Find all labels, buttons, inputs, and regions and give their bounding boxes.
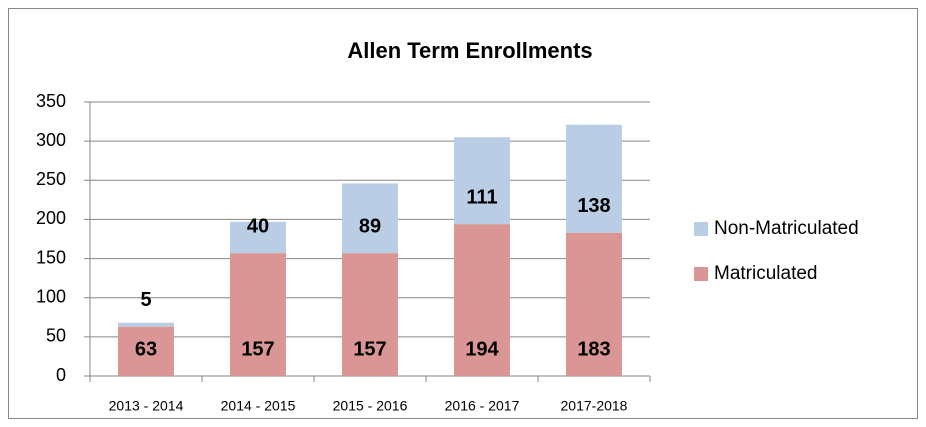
data-label: 40	[247, 215, 269, 237]
y-tick-label: 0	[56, 365, 66, 385]
bar-segment	[342, 253, 398, 376]
data-label: 89	[359, 215, 381, 237]
data-label: 111	[466, 186, 497, 208]
legend-swatch	[694, 222, 708, 236]
legend-label: Matriculated	[714, 263, 818, 284]
y-tick-label: 200	[36, 208, 66, 228]
bar-segment	[566, 124, 622, 233]
x-tick-label: 2015 - 2016	[333, 398, 408, 414]
bar-segment	[118, 326, 174, 376]
data-label: 5	[140, 289, 151, 311]
legend-label: Non-Matriculated	[714, 218, 859, 239]
data-label: 194	[465, 338, 499, 360]
bar-segment	[342, 183, 398, 254]
data-label: 183	[577, 338, 610, 360]
y-tick-label: 300	[36, 130, 66, 150]
data-label: 157	[353, 338, 386, 360]
bar-segment	[230, 253, 286, 376]
y-tick-label: 250	[36, 169, 66, 189]
legend-swatch	[694, 267, 708, 281]
y-tick-label: 350	[36, 91, 66, 111]
x-tick-label: 2016 - 2017	[445, 398, 520, 414]
y-tick-label: 150	[36, 247, 66, 267]
data-label: 63	[135, 338, 157, 360]
bar-segment	[230, 221, 286, 254]
bar-segment	[118, 322, 174, 327]
x-tick-label: 2017-2018	[561, 398, 628, 414]
x-tick-label: 2014 - 2015	[221, 398, 296, 414]
chart-title: Allen Term Enrollments	[347, 38, 592, 63]
bar-segment	[454, 137, 510, 225]
bar-segment	[566, 232, 622, 376]
bar-segment	[454, 224, 510, 376]
data-label: 157	[241, 338, 274, 360]
y-tick-label: 100	[36, 286, 66, 306]
x-tick-label: 2013 - 2014	[109, 398, 184, 414]
data-label: 138	[577, 195, 610, 217]
y-tick-label: 50	[46, 326, 66, 346]
